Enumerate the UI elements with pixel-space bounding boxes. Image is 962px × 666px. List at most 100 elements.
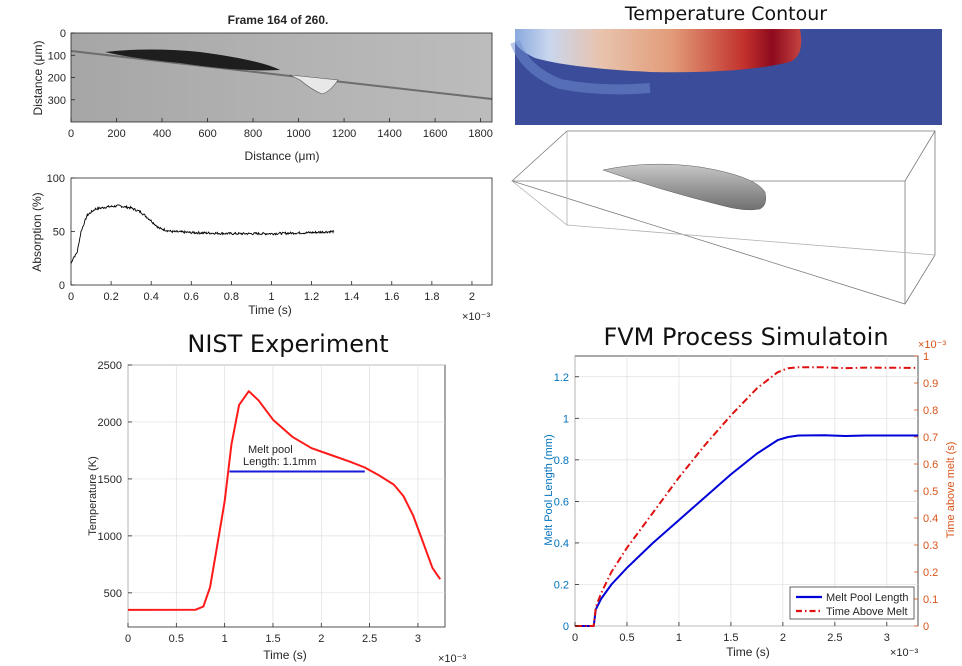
- absorption-ylabel: Absorption (%): [30, 192, 44, 271]
- fvm-legend-box: [789, 586, 915, 620]
- fvm-xtick-label: 2.5: [827, 632, 842, 644]
- fvm-ytick-label: 0.8: [554, 455, 569, 467]
- xray-title: Frame 164 of 260.: [228, 13, 329, 27]
- xray-xtick-label: 1200: [332, 128, 356, 140]
- xray-xtick-label: 0: [68, 128, 74, 140]
- absorption-xtick-label: 0.4: [144, 291, 159, 303]
- xray-track-line: [70, 50, 493, 100]
- xray-ytick-label: 300: [48, 95, 66, 107]
- xray-xtick-label: 1600: [423, 128, 447, 140]
- fvm-xtick-label: 3: [884, 632, 890, 644]
- nist-xtick-label: 2.5: [362, 633, 377, 645]
- fvm-xtick-label: 1: [676, 632, 682, 644]
- xray-xtick-label: 1800: [468, 128, 492, 140]
- fvm-ytick-label: 1.2: [554, 372, 569, 384]
- absorption-yticks: 0 50 100: [47, 173, 75, 292]
- nist-xlabel: Time (s): [263, 648, 307, 662]
- absorption-xtick-label: 0.2: [103, 291, 118, 303]
- fvm-ytick-right-label: 0.8: [923, 405, 938, 417]
- fvm-ytick-label: 0: [563, 621, 569, 633]
- fvm-ytick-right-label: 0: [923, 621, 929, 633]
- fvm-ytick-label: 0.4: [554, 538, 569, 550]
- nist-ytick-label: 500: [104, 588, 122, 600]
- absorption-series-0: [70, 204, 335, 264]
- xray-panel: Frame 164 of 260. 0 200 400 600 800 1000 1200 1…: [31, 13, 493, 163]
- absorption-xtick-label: 2: [469, 291, 475, 303]
- absorption-plot-area: [70, 177, 493, 286]
- nist-xtick-label: 0.5: [169, 633, 184, 645]
- fvm-series-0: [575, 434, 918, 627]
- nist-xtick-label: 3: [415, 633, 421, 645]
- xray-xtick-label: 800: [244, 128, 262, 140]
- nist-ytick-label: 2500: [98, 360, 122, 372]
- contour-title: Temperature Contour: [624, 3, 827, 25]
- fvm-legend: Melt Pool Length Time Above Melt: [789, 586, 915, 620]
- xray-xtick-label: 200: [107, 128, 125, 140]
- fvm-yticks: 0 0.2 0.4 0.6 0.8 1 1.2: [554, 372, 579, 633]
- xray-xtick-label: 1400: [377, 128, 401, 140]
- nist-annotation-line2: Length: 1.1mm: [243, 456, 316, 468]
- nist-ytick-label: 2000: [98, 417, 122, 429]
- xray-yticks: 0 100 200 300: [48, 28, 75, 107]
- contour-cool-edge: [510, 40, 651, 95]
- absorption-series: [70, 204, 335, 264]
- xray-ylabel: Distance (μm): [31, 41, 45, 116]
- temperature-contour-panel: Temperature Contour: [510, 3, 942, 125]
- fvm-yticks-right: 0 0.1 0.2 0.3 0.4 0.5 0.6 0.7 0.8 0.9 1: [914, 351, 938, 633]
- nist-grid: [127, 364, 445, 627]
- fvm-ytick-right-label: 0.4: [923, 513, 938, 525]
- xray-ytick-label: 200: [48, 73, 66, 85]
- fvm-ytick-label: 1: [563, 413, 569, 425]
- fvm-title: FVM Process Simulatoin: [603, 323, 888, 351]
- absorption-exponent: ×10⁻³: [462, 311, 490, 323]
- absorption-ytick-label: 100: [47, 173, 65, 185]
- xray-xlabel: Distance (μm): [245, 149, 320, 163]
- nist-xticks: 0 0.5 1 1.5 2 2.5 3: [125, 623, 421, 645]
- xray-vapor-plume: [105, 49, 280, 71]
- xray-ytick-label: 100: [48, 50, 66, 62]
- xray-xtick-label: 400: [153, 128, 171, 140]
- fvm-ytick-right-label: 0.3: [923, 540, 938, 552]
- nist-xtick-label: 2: [318, 633, 324, 645]
- fvm-xtick-label: 0.5: [619, 632, 634, 644]
- absorption-xticks: 0 0.2 0.4 0.6 0.8 1 1.2 1.4 1.6 1.8 2: [68, 281, 475, 303]
- xray-keyhole: [289, 74, 339, 95]
- nist-plot-area: [127, 364, 446, 628]
- fvm-xticks: 0 0.5 1 1.5 2 2.5 3: [572, 622, 890, 644]
- nist-exponent: ×10⁻³: [438, 653, 466, 665]
- absorption-xtick-label: 1.2: [304, 291, 319, 303]
- fvm-exponent-right: ×10⁻³: [918, 339, 946, 351]
- fvm-ylabel-left: Melt Pool Length (mm): [543, 434, 555, 545]
- nist-xtick-label: 1.5: [265, 633, 280, 645]
- nist-panel: NIST Experiment 0 0.5 1 1.5 2 2.5 3 500 1000 150…: [87, 330, 466, 665]
- fvm-ytick-right-label: 0.5: [923, 486, 938, 498]
- fvm-ytick-right-label: 0.7: [923, 432, 938, 444]
- fvm-series-1: [575, 366, 919, 627]
- absorption-xtick-label: 1.6: [384, 291, 399, 303]
- melt-pool-3d-panel: [511, 130, 936, 305]
- absorption-xtick-label: 1.8: [424, 291, 439, 303]
- absorption-ytick-label: 50: [53, 227, 65, 239]
- fvm-ytick-right-label: 1: [923, 351, 929, 363]
- absorption-xtick-label: 0: [68, 291, 74, 303]
- absorption-panel: 0 0.2 0.4 0.6 0.8 1 1.2 1.4 1.6 1.8 2 0 50 100 Time …: [30, 173, 493, 323]
- absorption-xtick-label: 1.4: [344, 291, 359, 303]
- nist-series: [127, 390, 442, 611]
- nist-ytick-label: 1000: [98, 531, 122, 543]
- fvm-exponent: ×10⁻³: [890, 647, 918, 659]
- absorption-xtick-label: 1: [268, 291, 274, 303]
- absorption-xtick-label: 0.8: [224, 291, 239, 303]
- xray-ytick-label: 0: [60, 28, 66, 40]
- absorption-xtick-label: 0.6: [184, 291, 199, 303]
- fvm-legend-label-melt-pool: Melt Pool Length: [826, 592, 909, 604]
- fvm-xtick-label: 0: [572, 632, 578, 644]
- fvm-grid: [574, 356, 918, 627]
- fvm-ytick-right-label: 0.2: [923, 567, 938, 579]
- absorption-xlabel: Time (s): [248, 303, 292, 317]
- fvm-ytick-right-label: 0.9: [923, 378, 938, 390]
- fvm-ytick-label: 0.2: [554, 579, 569, 591]
- fvm-plot-area: [574, 355, 919, 627]
- xray-image-bg: [71, 33, 492, 122]
- nist-ylabel: Temperature (K): [87, 456, 99, 535]
